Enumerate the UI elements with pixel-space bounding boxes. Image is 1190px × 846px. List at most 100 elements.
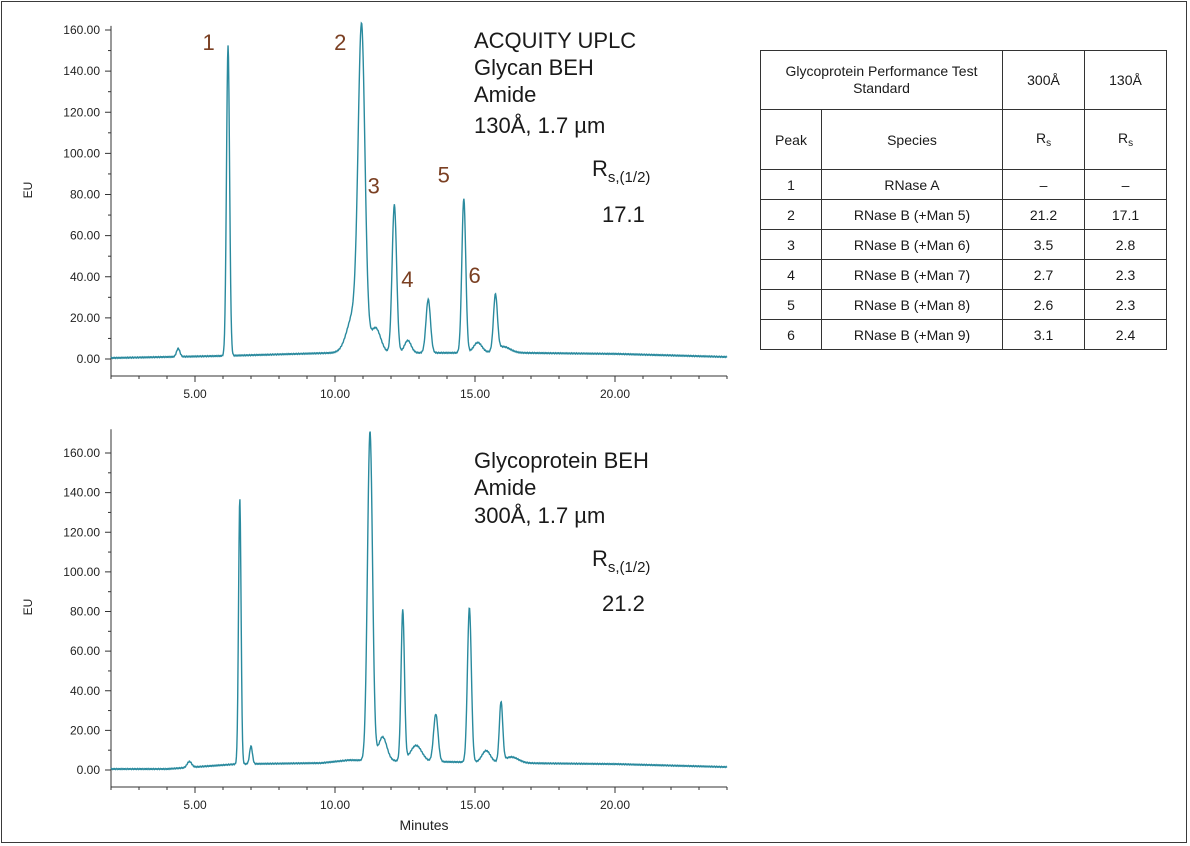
y-tick-label: 140.00 <box>63 486 100 500</box>
x-tick-label: 15.00 <box>460 387 490 401</box>
peak-label: 2 <box>334 30 346 55</box>
peak-cell: 5 <box>760 289 822 320</box>
resolution-label: Rs,(1/2) <box>592 156 650 186</box>
peak-label: 1 <box>202 30 214 55</box>
table-row: 6 RNase B (+Man 9) 3.1 2.4 <box>760 319 1167 350</box>
column-header-rs-300: Rs <box>1002 109 1085 170</box>
species-cell: RNase B (+Man 6) <box>821 229 1003 260</box>
column-header-rs-130: Rs <box>1084 109 1167 170</box>
column-description-line: Glycan BEH <box>474 55 594 80</box>
rs-symbol: R <box>1035 130 1047 146</box>
y-tick-label: 80.00 <box>70 605 100 619</box>
column-description-line: ACQUITY UPLC <box>474 28 636 53</box>
x-tick-label: 5.00 <box>183 798 207 812</box>
table-row: 2 RNase B (+Man 5) 21.2 17.1 <box>760 199 1167 230</box>
y-tick-label: 100.00 <box>63 146 100 160</box>
rs-300-cell: 21.2 <box>1002 199 1085 230</box>
y-tick-label: 160.00 <box>63 23 100 37</box>
chromatogram-trace <box>110 21 728 360</box>
column-header-peak: Peak <box>760 109 822 170</box>
rs-300-cell: 2.6 <box>1002 289 1085 320</box>
resolution-value: 21.2 <box>602 591 645 616</box>
peak-label: 5 <box>438 163 450 188</box>
table-row: 3 RNase B (+Man 6) 3.5 2.8 <box>760 229 1167 260</box>
rs-subscript: s <box>1128 138 1134 149</box>
y-tick-label: 140.00 <box>63 64 100 78</box>
table-subheader-row: Peak Species Rs Rs <box>760 109 1167 170</box>
y-tick-label: 0.00 <box>77 763 101 777</box>
column-description-line: 130Å, 1.7 µm <box>474 113 605 138</box>
performance-table: Glycoprotein Performance Test Standard 3… <box>760 50 1167 350</box>
chromatogram-trace <box>110 431 728 771</box>
x-tick-label: 5.00 <box>183 387 207 401</box>
peak-cell: 3 <box>760 229 822 260</box>
y-tick-label: 0.00 <box>77 352 101 366</box>
rs-130-cell: 2.3 <box>1084 259 1167 290</box>
y-tick-label: 20.00 <box>70 723 100 737</box>
rs-130-cell: – <box>1084 169 1167 200</box>
rs-300-cell: – <box>1002 169 1085 200</box>
peak-label: 6 <box>468 263 480 288</box>
y-tick-label: 40.00 <box>70 684 100 698</box>
peak-cell: 1 <box>760 169 822 200</box>
y-axis-label: EU <box>21 599 35 616</box>
column-description-line: Amide <box>474 82 536 107</box>
resolution-label: Rs,(1/2) <box>592 546 650 576</box>
peak-cell: 6 <box>760 319 822 350</box>
table-row: 1 RNase A – – <box>760 169 1167 200</box>
rs-subscript: s,(1/2) <box>608 559 651 576</box>
resolution-value: 17.1 <box>602 202 645 227</box>
chromatogram-130a: 0.0020.0040.0060.0080.00100.00120.00140.… <box>21 21 728 401</box>
rs-subscript: s,(1/2) <box>608 169 651 186</box>
species-cell: RNase B (+Man 9) <box>821 319 1003 350</box>
y-tick-label: 100.00 <box>63 565 100 579</box>
y-tick-label: 120.00 <box>63 105 100 119</box>
rs-130-cell: 2.3 <box>1084 289 1167 320</box>
y-tick-label: 60.00 <box>70 644 100 658</box>
species-cell: RNase B (+Man 7) <box>821 259 1003 290</box>
rs-300-cell: 2.7 <box>1002 259 1085 290</box>
x-tick-label: 20.00 <box>600 798 630 812</box>
x-axis-label: Minutes <box>399 817 448 833</box>
rs-130-cell: 17.1 <box>1084 199 1167 230</box>
rs-130-cell: 2.4 <box>1084 319 1167 350</box>
rs-symbol: R <box>592 156 608 181</box>
table-row: 5 RNase B (+Man 8) 2.6 2.3 <box>760 289 1167 320</box>
rs-symbol: R <box>1117 130 1129 146</box>
rs-300-cell: 3.5 <box>1002 229 1085 260</box>
column-header-300a: 300Å <box>1002 50 1085 110</box>
column-header-species: Species <box>821 109 1003 170</box>
x-tick-label: 10.00 <box>320 798 350 812</box>
y-tick-label: 40.00 <box>70 270 100 284</box>
peak-cell: 4 <box>760 259 822 290</box>
y-tick-label: 160.00 <box>63 446 100 460</box>
column-description-line: 300Å, 1.7 µm <box>474 503 605 528</box>
rs-300-cell: 3.1 <box>1002 319 1085 350</box>
peak-label: 3 <box>368 173 380 198</box>
chromatogram-300a: 0.00 20.00 40.00 60.00 80.00 100.00 120.00 140.… <box>21 429 728 833</box>
table-header-row: Glycoprotein Performance Test Standard 3… <box>760 50 1167 110</box>
species-cell: RNase B (+Man 8) <box>821 289 1003 320</box>
y-tick-label: 120.00 <box>63 525 100 539</box>
column-description-line: Glycoprotein BEH <box>474 448 649 473</box>
y-tick-label: 20.00 <box>70 311 100 325</box>
peak-cell: 2 <box>760 199 822 230</box>
rs-symbol: R <box>592 546 608 571</box>
table-title: Glycoprotein Performance Test Standard <box>760 50 1003 110</box>
species-cell: RNase A <box>821 169 1003 200</box>
x-tick-label: 20.00 <box>600 387 630 401</box>
x-tick-label: 15.00 <box>460 798 490 812</box>
y-tick-label: 60.00 <box>70 229 100 243</box>
rs-130-cell: 2.8 <box>1084 229 1167 260</box>
y-tick-label: 80.00 <box>70 188 100 202</box>
species-cell: RNase B (+Man 5) <box>821 199 1003 230</box>
column-description-line: Amide <box>474 475 536 500</box>
peak-label: 4 <box>401 267 413 292</box>
rs-subscript: s <box>1046 138 1052 149</box>
table-row: 4 RNase B (+Man 7) 2.7 2.3 <box>760 259 1167 290</box>
column-header-130a: 130Å <box>1084 50 1167 110</box>
x-tick-label: 10.00 <box>320 387 350 401</box>
y-axis-label: EU <box>21 182 35 199</box>
